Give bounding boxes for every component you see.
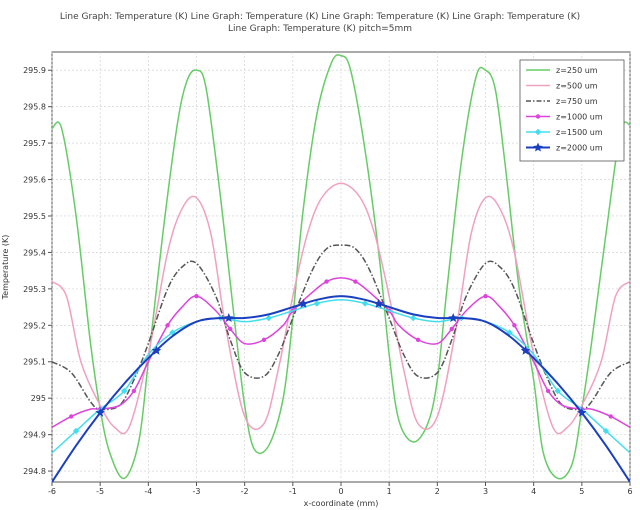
legend-label: z=750 um bbox=[556, 97, 598, 106]
x-tick-label: 6 bbox=[627, 487, 632, 496]
series-point bbox=[261, 337, 267, 343]
x-tick-label: 4 bbox=[531, 487, 536, 496]
series-point bbox=[151, 345, 162, 355]
y-tick-label: 295.2 bbox=[23, 321, 46, 330]
y-tick-label: 295.9 bbox=[23, 66, 46, 75]
x-tick-label: -3 bbox=[193, 487, 201, 496]
chart-title-line-1: Line Graph: Temperature (K) Line Graph: … bbox=[59, 12, 581, 22]
series-point bbox=[512, 323, 517, 328]
series-point bbox=[554, 387, 561, 395]
series-point bbox=[131, 388, 137, 394]
legend-label: z=1500 um bbox=[556, 128, 603, 137]
y-tick-label: 295.4 bbox=[23, 248, 46, 257]
series-point bbox=[520, 345, 531, 355]
x-tick-label: -5 bbox=[96, 487, 104, 496]
legend-marker bbox=[534, 128, 542, 136]
x-tick-label: 3 bbox=[483, 487, 488, 496]
y-tick-label: 295.3 bbox=[23, 285, 46, 294]
series-point bbox=[165, 323, 170, 328]
y-tick-label: 295.5 bbox=[23, 212, 46, 221]
series-line bbox=[52, 295, 630, 482]
series-point bbox=[72, 427, 80, 435]
series-line bbox=[52, 182, 630, 435]
series-line bbox=[52, 244, 630, 411]
series-point bbox=[224, 313, 234, 323]
series-point bbox=[449, 326, 454, 332]
y-tick-label: 294.9 bbox=[23, 431, 46, 440]
x-tick-label: 2 bbox=[435, 487, 440, 496]
series-1 bbox=[52, 182, 630, 435]
x-tick-label: -4 bbox=[144, 487, 152, 496]
series-point bbox=[228, 326, 233, 332]
series-point bbox=[602, 427, 610, 435]
legend-label: z=500 um bbox=[556, 82, 598, 91]
x-tick-label: 1 bbox=[387, 487, 392, 496]
series-point bbox=[608, 414, 613, 419]
y-tick-label: 295.1 bbox=[23, 358, 46, 367]
series-point bbox=[324, 279, 329, 284]
series-point bbox=[121, 387, 128, 395]
series-point bbox=[353, 279, 358, 284]
series-point bbox=[483, 293, 488, 299]
series-3 bbox=[52, 277, 630, 428]
series-point bbox=[313, 300, 321, 307]
y-axis-label: Temperature (K) bbox=[1, 235, 10, 301]
x-tick-label: 0 bbox=[338, 487, 343, 496]
series-point bbox=[415, 337, 421, 343]
series-4 bbox=[52, 299, 630, 454]
legend-label: z=2000 um bbox=[556, 144, 603, 153]
x-tick-label: -1 bbox=[289, 487, 297, 496]
series-point bbox=[265, 314, 272, 322]
x-tick-label: -6 bbox=[48, 487, 56, 496]
series-point bbox=[361, 300, 369, 307]
series-point bbox=[298, 298, 309, 308]
legend-label: z=250 um bbox=[556, 66, 598, 75]
chart-title-line-2: Line Graph: Temperature (K) pitch=5mm bbox=[228, 24, 412, 34]
series-line bbox=[52, 299, 630, 454]
series-point bbox=[577, 407, 587, 417]
y-tick-label: 295 bbox=[31, 394, 46, 403]
series-point bbox=[194, 293, 199, 299]
y-tick-label: 294.8 bbox=[23, 467, 46, 476]
series-point bbox=[545, 388, 551, 394]
series-2 bbox=[52, 244, 630, 411]
legend-marker bbox=[533, 142, 543, 152]
y-tick-label: 295.6 bbox=[23, 176, 46, 185]
legend-label: z=1000 um bbox=[556, 113, 603, 122]
series-point bbox=[448, 313, 458, 323]
x-axis-label: x-coordinate (mm) bbox=[304, 499, 379, 508]
series-point bbox=[373, 298, 384, 308]
x-tick-label: 5 bbox=[579, 487, 584, 496]
y-tick-label: 295.7 bbox=[23, 139, 46, 148]
series-point bbox=[69, 414, 74, 419]
x-tick-label: -2 bbox=[241, 487, 249, 496]
series-line bbox=[52, 277, 630, 428]
y-tick-label: 295.8 bbox=[23, 103, 46, 112]
series-5 bbox=[52, 295, 630, 482]
series-point bbox=[410, 314, 417, 322]
series-point bbox=[95, 407, 105, 417]
legend-marker bbox=[535, 114, 541, 119]
